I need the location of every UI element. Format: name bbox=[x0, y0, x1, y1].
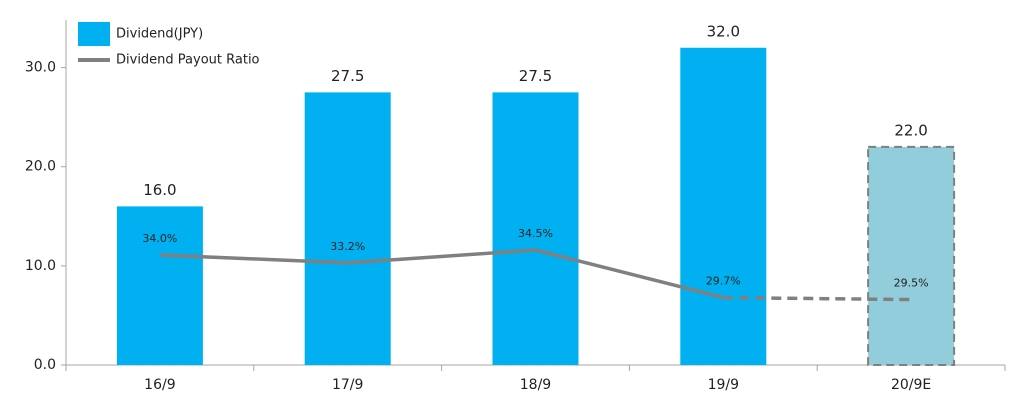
y-tick-label: 0.0 bbox=[34, 357, 56, 373]
line-segment bbox=[159, 253, 348, 265]
bar bbox=[116, 206, 203, 365]
y-tick-label: 30.0 bbox=[25, 60, 56, 76]
x-tick-label: 19/9 bbox=[708, 377, 739, 393]
line-value-label: 33.2% bbox=[330, 240, 365, 253]
x-tick-label: 18/9 bbox=[520, 377, 551, 393]
legend-swatch bbox=[78, 22, 110, 46]
bar-value-label: 27.5 bbox=[519, 67, 552, 85]
bar bbox=[867, 145, 956, 366]
line-segment bbox=[347, 248, 536, 265]
bar-value-label: 16.0 bbox=[143, 181, 176, 199]
legend-label: Dividend(JPY) bbox=[116, 27, 203, 42]
line-value-label: 29.5% bbox=[894, 277, 929, 290]
x-tick-label: 16/9 bbox=[144, 377, 175, 393]
line-value-label: 34.0% bbox=[142, 232, 177, 245]
y-tick-label: 10.0 bbox=[25, 258, 56, 274]
x-tick-label: 20/9E bbox=[891, 377, 931, 393]
bar bbox=[492, 92, 579, 365]
bar-value-label: 27.5 bbox=[331, 67, 364, 85]
line-segment bbox=[535, 248, 724, 300]
bar bbox=[304, 92, 391, 365]
y-tick-label: 20.0 bbox=[25, 159, 56, 175]
x-tick-label: 17/9 bbox=[332, 377, 363, 393]
line-value-label: 29.7% bbox=[706, 275, 741, 288]
line-value-label: 34.5% bbox=[518, 227, 553, 240]
bar bbox=[680, 47, 767, 366]
bar-value-label: 32.0 bbox=[707, 22, 740, 40]
bar-value-label: 22.0 bbox=[894, 121, 927, 139]
legend-label: Dividend Payout Ratio bbox=[116, 53, 260, 68]
